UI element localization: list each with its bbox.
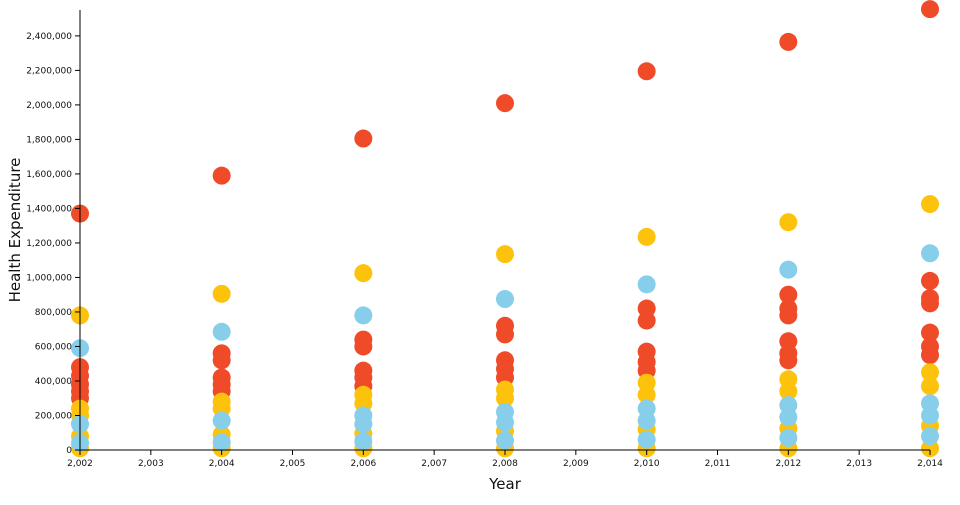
data-point-blue: [779, 408, 798, 427]
data-point-red: [921, 0, 939, 19]
y-tick-label: 1,400,000: [26, 204, 72, 214]
data-point-red: [637, 62, 656, 81]
x-axis-ticks: 2,002 2,003 2,004 2,005 2,006 2,007 2,008 2,009…: [67, 450, 943, 469]
data-point-yellow: [496, 245, 514, 264]
chart-marks: [71, 0, 939, 458]
x-tick-label: 2,011: [705, 459, 731, 469]
data-point-yellow: [354, 264, 373, 283]
data-point-blue: [354, 432, 373, 451]
data-point-blue: [779, 260, 798, 279]
data-point-red: [779, 351, 798, 370]
x-tick-label: 2,008: [492, 459, 518, 469]
y-tick-label: 2,400,000: [26, 32, 72, 42]
data-point-red: [921, 294, 939, 313]
data-point-blue: [637, 411, 656, 430]
data-point-red: [354, 129, 373, 148]
data-point-yellow: [637, 385, 656, 404]
data-point-yellow: [212, 284, 231, 303]
y-tick-label: 800,000: [35, 308, 72, 318]
data-point-red: [779, 32, 798, 51]
data-point-blue: [212, 322, 231, 341]
data-point-yellow: [779, 382, 798, 401]
data-point-red: [921, 323, 939, 342]
data-point-blue: [921, 244, 939, 263]
data-point-blue: [921, 427, 939, 446]
data-point-blue: [354, 306, 373, 325]
y-tick-label: 600,000: [35, 342, 72, 352]
x-tick-label: 2,014: [917, 459, 943, 469]
x-tick-label: 2,009: [563, 459, 589, 469]
data-point-yellow: [921, 363, 939, 382]
data-point-blue: [212, 433, 231, 452]
x-tick-label: 2,004: [209, 459, 235, 469]
x-axis-title: Year: [488, 475, 522, 493]
data-point-red: [921, 271, 939, 290]
data-point-red: [354, 337, 373, 356]
x-tick-label: 2,003: [138, 459, 164, 469]
data-point-red: [496, 325, 514, 344]
data-point-yellow: [496, 389, 514, 408]
data-point-red: [637, 311, 656, 330]
x-tick-label: 2,013: [846, 459, 872, 469]
y-tick-label: 400,000: [35, 377, 72, 387]
data-point-red: [212, 351, 231, 370]
data-point-yellow: [779, 213, 798, 232]
y-tick-label: 1,800,000: [26, 135, 72, 145]
data-point-blue: [496, 290, 514, 309]
y-axis-ticks: 0 200,000 400,000 600,000 800,000 1,000,000 1,…: [26, 32, 80, 456]
y-tick-label: 1,200,000: [26, 239, 72, 249]
data-point-red: [921, 346, 939, 365]
data-point-blue: [496, 431, 514, 450]
data-point-yellow: [921, 377, 939, 396]
data-point-red: [212, 166, 231, 185]
data-point-yellow: [921, 195, 939, 214]
data-point-blue: [496, 413, 514, 432]
y-axis-title: Health Expenditure: [6, 158, 24, 303]
data-point-blue: [354, 415, 373, 434]
y-tick-label: 200,000: [35, 411, 72, 421]
data-point-red: [779, 285, 798, 304]
y-tick-label: 0: [66, 446, 72, 456]
y-tick-label: 2,200,000: [26, 66, 72, 76]
data-point-blue: [212, 411, 231, 430]
x-tick-label: 2,012: [775, 459, 801, 469]
x-tick-label: 2,002: [67, 459, 93, 469]
x-tick-label: 2,005: [280, 459, 306, 469]
data-point-blue: [637, 430, 656, 449]
data-point-blue: [921, 406, 939, 425]
data-point-blue: [779, 428, 798, 447]
x-tick-label: 2,010: [634, 459, 660, 469]
data-point-red: [779, 306, 798, 325]
y-tick-label: 2,000,000: [26, 101, 72, 111]
data-point-red: [496, 94, 514, 113]
y-tick-label: 1,000,000: [26, 273, 72, 283]
y-tick-label: 1,600,000: [26, 170, 72, 180]
data-point-blue: [637, 275, 656, 294]
x-tick-label: 2,006: [350, 459, 376, 469]
data-point-yellow: [637, 227, 656, 246]
x-tick-label: 2,007: [421, 459, 447, 469]
